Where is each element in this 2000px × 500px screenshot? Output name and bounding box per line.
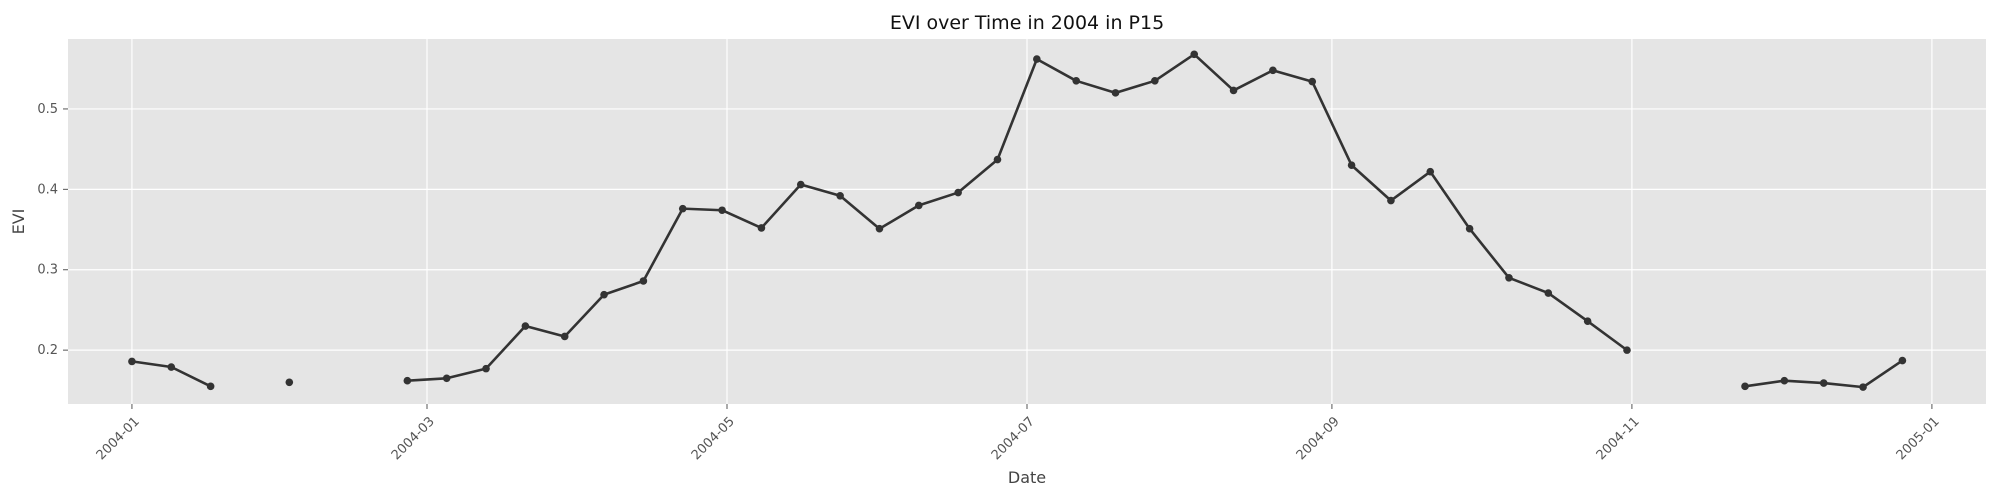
data-point-marker [1505,273,1513,282]
data-point-marker [1151,77,1159,85]
data-point-marker [954,188,962,197]
data-point-marker [1544,289,1553,297]
x-tick-label: 2005-01 [1894,414,1943,463]
data-point-marker [875,224,884,233]
data-point-marker [836,191,844,200]
x-tick-label: 2004-09 [1294,414,1343,463]
data-point-marker [1819,379,1828,387]
y-tick-label: 0.4 [37,182,58,197]
data-point-marker [1583,317,1592,325]
data-point-marker [403,376,412,385]
data-point-marker [993,155,1002,164]
data-point-marker [521,322,530,330]
data-point-marker [1229,86,1238,95]
data-point-marker [1426,167,1435,176]
data-point-marker [128,357,136,366]
data-point-marker [206,382,215,391]
data-point-marker [1465,224,1474,233]
data-point-marker [1269,66,1277,75]
data-point-marker [1190,50,1199,59]
y-axis-label: EVI [9,209,28,235]
x-tick-label: 2004-05 [689,414,738,463]
data-point-marker [1072,77,1080,85]
data-point-marker [285,378,294,387]
data-point-marker [1347,161,1356,170]
data-point-marker [1387,196,1395,205]
x-tick-label: 2004-11 [1594,414,1643,463]
data-point-marker [600,290,608,299]
data-point-marker [678,204,687,213]
data-point-marker [442,374,451,383]
data-point-marker [1308,77,1317,86]
data-point-marker [167,363,176,371]
data-point-marker [1898,356,1907,365]
x-tick-label: 2004-01 [94,414,143,463]
x-tick-label: 2004-03 [389,414,438,463]
data-point-marker [482,364,490,373]
data-point-marker [718,206,726,215]
data-point-marker [757,224,766,232]
x-axis-label: Date [1008,468,1046,487]
data-point-marker [639,277,648,285]
data-point-marker [1859,383,1867,391]
x-tick-label: 2004-07 [989,414,1038,463]
data-point-marker [796,180,805,189]
data-point-marker [915,201,923,210]
data-point-marker [560,332,569,341]
data-point-marker [1780,376,1789,385]
series-layer [128,50,1907,391]
y-tick-label: 0.2 [37,343,58,358]
grid-layer [68,39,1986,404]
data-point-marker [1623,346,1631,354]
y-tick-label: 0.5 [37,102,58,117]
y-tick-label: 0.3 [37,263,58,278]
chart-title: EVI over Time in 2004 in P15 [890,12,1164,34]
data-point-marker [1741,382,1749,391]
data-point-marker [1111,89,1120,97]
data-point-marker [1033,55,1041,63]
series-line-segment [406,52,1629,382]
